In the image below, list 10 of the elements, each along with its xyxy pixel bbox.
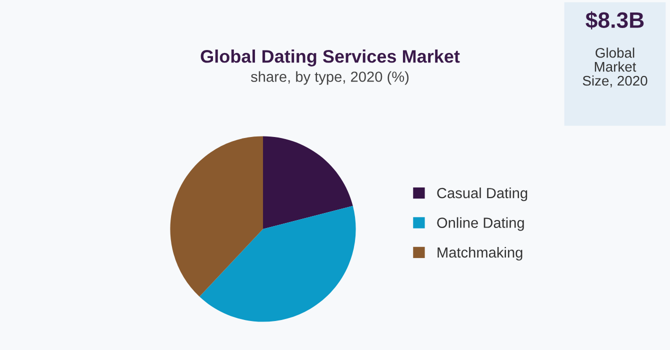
pie-slice bbox=[263, 136, 353, 229]
text: $8.3B bbox=[586, 11, 644, 30]
chart-subtitle: share, by type, 2020 (%) bbox=[250, 71, 409, 85]
text: Global Market Size, 2020 bbox=[582, 48, 648, 88]
legend-label: Casual Dating bbox=[437, 188, 528, 202]
pie-slice bbox=[199, 206, 356, 322]
pie-slice bbox=[170, 136, 263, 297]
legend-label: Online Dating bbox=[437, 217, 524, 231]
chart-title: Global Dating Services Market bbox=[200, 50, 460, 66]
legend-label: Matchmaking bbox=[438, 246, 522, 261]
